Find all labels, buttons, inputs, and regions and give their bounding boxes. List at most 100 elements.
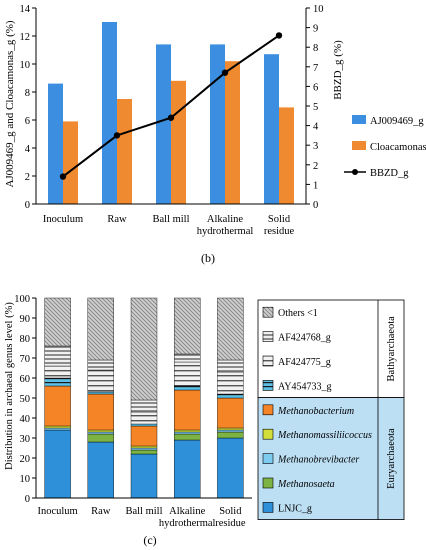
c-x-tick-label: hydrothermal [159, 518, 216, 529]
c-y-tick-label: 50 [20, 394, 31, 405]
b-x-tick-label: Raw [107, 214, 127, 225]
legend-group-box [257, 299, 405, 398]
bar-cloacamonas_g [117, 99, 132, 204]
b-y-tick-label: 14 [20, 4, 31, 15]
c-y-tick-label: 20 [20, 454, 31, 465]
legend-swatch [262, 502, 274, 513]
c-x-tick-label: Ball mill [125, 506, 162, 517]
c-y-tick-label: 40 [20, 414, 31, 425]
stack-segment [217, 371, 244, 395]
b-x-tick-label: Inoculum [43, 214, 83, 225]
b-subtitle: (b) [201, 251, 215, 265]
stack-segment [44, 429, 71, 499]
b-y-axis-label: AJ009469_g and Cloacamonas_g (%) [4, 20, 16, 187]
b-y2-tick-label: 2 [313, 161, 318, 172]
legend-swatch [262, 453, 274, 464]
b-x-tick-label: Alkaline [207, 214, 243, 225]
bbzd-point [167, 114, 175, 121]
stack-segment [217, 393, 244, 399]
c-y-ticks: 0 10 20 30 40 50 60 70 80 90 100 [14, 294, 36, 505]
c-subtitle: (c) [143, 533, 156, 547]
legend-label: Methanobrevibacter [277, 455, 359, 466]
b-y-ticks: 0 2 4 6 8 10 12 14 [20, 4, 36, 211]
bar-cloacamonas_g [63, 121, 78, 204]
c-x-tick-label: Inoculum [37, 506, 77, 517]
b-x-tick-labels: Inoculum Raw Ball mill Alkalinehydrothermal… [43, 214, 295, 237]
b-x-tick-label: Solid [268, 214, 291, 225]
stack-segment [173, 433, 201, 441]
bar-aj009469_g [210, 44, 225, 205]
stack-segment [173, 361, 201, 387]
bar-aj009469_g [48, 83, 63, 204]
stack-segment [130, 453, 158, 499]
legend-swatch [262, 331, 274, 342]
b-x-tick-label: hydrothermal [197, 226, 254, 237]
b-y-tick-label: 4 [25, 144, 31, 155]
b-x-tick-label: Ball mill [152, 214, 189, 225]
c-y-tick-label: 70 [20, 354, 31, 365]
stack-segment [130, 411, 158, 425]
stack-segment [217, 427, 244, 431]
c-x-tick-label: Alkaline [169, 506, 205, 517]
legend-label: Others <1 [278, 308, 318, 319]
c-legend: Others <1 AF424768_g AF424775_g AY454733_g M… [257, 299, 405, 521]
stack-segment [173, 431, 201, 435]
b-y2-tick-label: 8 [313, 43, 318, 54]
stack-segment [44, 385, 71, 427]
legend-label: Methanosaeta [277, 479, 335, 490]
bar-aj009469_g [102, 22, 117, 204]
bar-aj009469_g [156, 44, 171, 205]
legend-label: Methanomassiliicoccus [277, 430, 372, 441]
b-y2-tick-label: 7 [313, 63, 318, 74]
legend-label: AJ009469_g [370, 116, 424, 127]
chart-c: 0 10 20 30 40 50 60 70 80 90 100 Inoculum Raw Ball m… [4, 294, 405, 547]
b-legend: AJ009469_g Cloacamonas_g BBZD_g [344, 115, 426, 179]
c-x-tick-label: Solid [219, 506, 242, 517]
stack-segment [87, 433, 115, 443]
stack-segment [44, 377, 71, 387]
bar-cloacamonas_g [171, 80, 186, 204]
stack-segment [130, 297, 158, 401]
c-y-tick-label: 0 [25, 494, 30, 505]
c-y-tick-label: 90 [20, 314, 31, 325]
legend-group-label: Euryarchaeota [386, 428, 397, 489]
legend-label: Methanobacterium [277, 406, 354, 417]
stack-segment [87, 441, 115, 499]
b-y2-axis-label: BBZD_g (%) [332, 40, 344, 100]
legend-label: BBZD_g [370, 168, 409, 179]
c-y-tick-label: 100 [14, 294, 30, 305]
stack-segment [173, 389, 201, 431]
b-y2-tick-label: 10 [313, 4, 324, 15]
stack-segment [217, 359, 244, 373]
legend-label: AY454733_g [278, 381, 332, 392]
b-y-tick-label: 0 [25, 200, 30, 211]
bbzd-point [221, 69, 229, 76]
legend-swatch [262, 380, 274, 391]
b-y2-tick-label: 3 [313, 141, 318, 152]
bar-aj009469_g [264, 54, 279, 205]
stack-segment [217, 397, 244, 429]
stack-segment [44, 345, 71, 367]
legend-swatch [262, 428, 274, 440]
b-y2-tick-label: 0 [313, 200, 318, 211]
bbzd-points [59, 32, 283, 180]
c-y-tick-label: 30 [20, 434, 31, 445]
b-y-tick-label: 10 [20, 60, 31, 71]
stack-segment [130, 425, 158, 447]
stack-segment [217, 429, 244, 433]
legend-swatch [262, 306, 274, 318]
stack-segment [87, 393, 115, 431]
stack-segment [87, 431, 115, 435]
legend-swatch [352, 141, 366, 150]
b-y-tick-label: 12 [20, 32, 31, 43]
legend-group-box [257, 397, 405, 521]
b-y2-tick-label: 5 [313, 102, 318, 113]
stack-segment [130, 423, 158, 427]
stack-segment [173, 353, 201, 363]
stack-segment [173, 429, 201, 433]
stacked-bar-group [44, 297, 244, 499]
legend-swatch [262, 355, 274, 367]
b-y2-tick-label: 4 [313, 122, 319, 133]
c-y-tick-label: 10 [20, 474, 31, 485]
